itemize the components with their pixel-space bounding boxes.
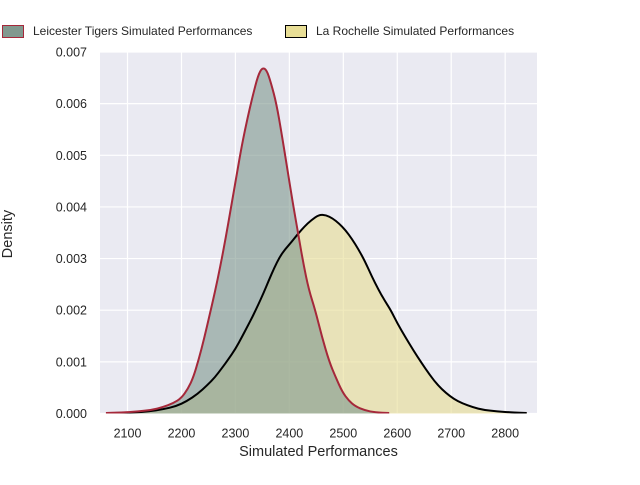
leicester-legend-swatch [2, 24, 24, 38]
leicester-density-line [105, 67, 390, 414]
y-tick-label: 0.004 [56, 200, 87, 214]
y-tick-label: 0.002 [56, 304, 87, 318]
x-axis-title: Simulated Performances [239, 444, 398, 460]
x-tick-label: 2700 [437, 427, 465, 441]
y-tick-label: 0.003 [56, 252, 87, 266]
x-tick-label: 2400 [275, 427, 303, 441]
leicester-density-area [105, 68, 390, 414]
y-tick-label: 0.000 [56, 407, 87, 421]
y-tick-label: 0.007 [56, 46, 87, 60]
x-tick-label: 2300 [222, 427, 250, 441]
x-tick-label: 2200 [168, 427, 196, 441]
legend-item-leicester: Leicester Tigers Simulated Performances [2, 24, 252, 38]
x-tick-label: 2100 [114, 427, 142, 441]
y-tick-label: 0.006 [56, 97, 87, 111]
x-tick-label: 2800 [491, 427, 519, 441]
x-tick-label: 2500 [329, 427, 357, 441]
legend-item-larochelle: La Rochelle Simulated Performances [285, 24, 514, 38]
larochelle-density-area [114, 214, 527, 414]
y-axis-title: Density [0, 209, 16, 259]
leicester-legend-label: Leicester Tigers Simulated Performances [33, 24, 253, 38]
larochelle-legend-label: La Rochelle Simulated Performances [316, 24, 515, 38]
x-tick-label: 2600 [383, 427, 411, 441]
larochelle-legend-swatch [285, 24, 307, 38]
larochelle-density-line [114, 213, 527, 414]
y-tick-label: 0.005 [56, 149, 87, 163]
y-tick-label: 0.001 [56, 355, 87, 369]
